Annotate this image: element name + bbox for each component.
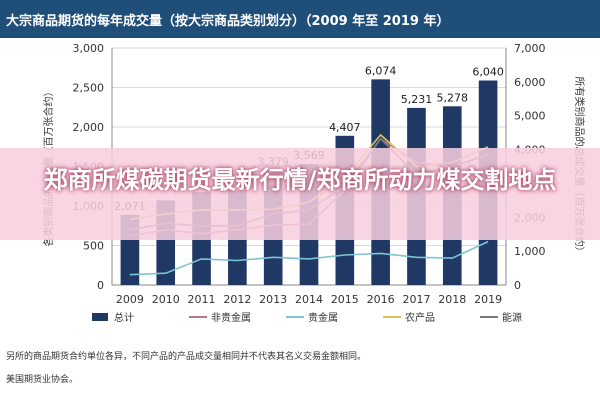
y-tick-label: 2,500	[73, 82, 105, 95]
x-tick-label: 2009	[116, 293, 144, 306]
footnote-2: 美国期货业协会。	[6, 375, 79, 385]
legend-label: 贵金属	[308, 311, 338, 324]
legend-label: 能源	[502, 311, 522, 324]
y-tick-label: 2,000	[73, 121, 105, 134]
y-tick-label: 3,000	[73, 42, 105, 55]
series-line	[129, 240, 489, 276]
bar-data-label: 6,074	[365, 64, 397, 77]
overlay-banner: 郑商所煤碳期货最新行情/郑商所动力煤交割地点	[0, 148, 600, 240]
y2-tick-label: 5,000	[514, 110, 546, 123]
chart-title: 大宗商品期货的每年成交量（按大宗商品类别划分）（2009 年至 2019 年）	[6, 14, 450, 29]
x-tick-label: 2017	[402, 293, 430, 306]
y2-tick-label: 7,000	[514, 42, 546, 55]
y2-tick-label: 0	[514, 279, 521, 292]
y-tick-label: 500	[83, 240, 104, 253]
legend-label: 农产品	[405, 311, 435, 324]
footnote-1: 另所的商品期货合约单位各异，不同产品的产品成交量相同并不代表其名义交易金额相同。	[6, 352, 367, 362]
legend-swatch	[92, 313, 108, 321]
x-tick-label: 2011	[188, 293, 216, 306]
x-tick-label: 2010	[152, 293, 180, 306]
x-tick-label: 2016	[367, 293, 395, 306]
title-bar: 大宗商品期货的每年成交量（按大宗商品类别划分）（2009 年至 2019 年）	[0, 0, 600, 38]
legend-label: 非贵金属	[211, 311, 251, 324]
x-tick-label: 2012	[223, 293, 251, 306]
x-tick-label: 2018	[438, 293, 466, 306]
legend-label: 总计	[114, 311, 134, 324]
y2-tick-label: 1,000	[514, 245, 546, 258]
y-tick-label: 0	[97, 279, 104, 292]
bar-data-label: 5,231	[401, 93, 433, 106]
x-tick-label: 2015	[331, 293, 359, 306]
x-tick-label: 2013	[259, 293, 287, 306]
x-tick-label: 2014	[295, 293, 323, 306]
banner-text: 郑商所煤碳期货最新行情/郑商所动力煤交割地点	[43, 166, 557, 194]
bar-data-label: 6,040	[472, 66, 504, 79]
bar-data-label: 4,407	[329, 121, 361, 134]
y2-tick-label: 6,000	[514, 76, 546, 89]
x-tick-label: 2019	[474, 293, 502, 306]
bar-data-label: 5,278	[437, 91, 469, 104]
